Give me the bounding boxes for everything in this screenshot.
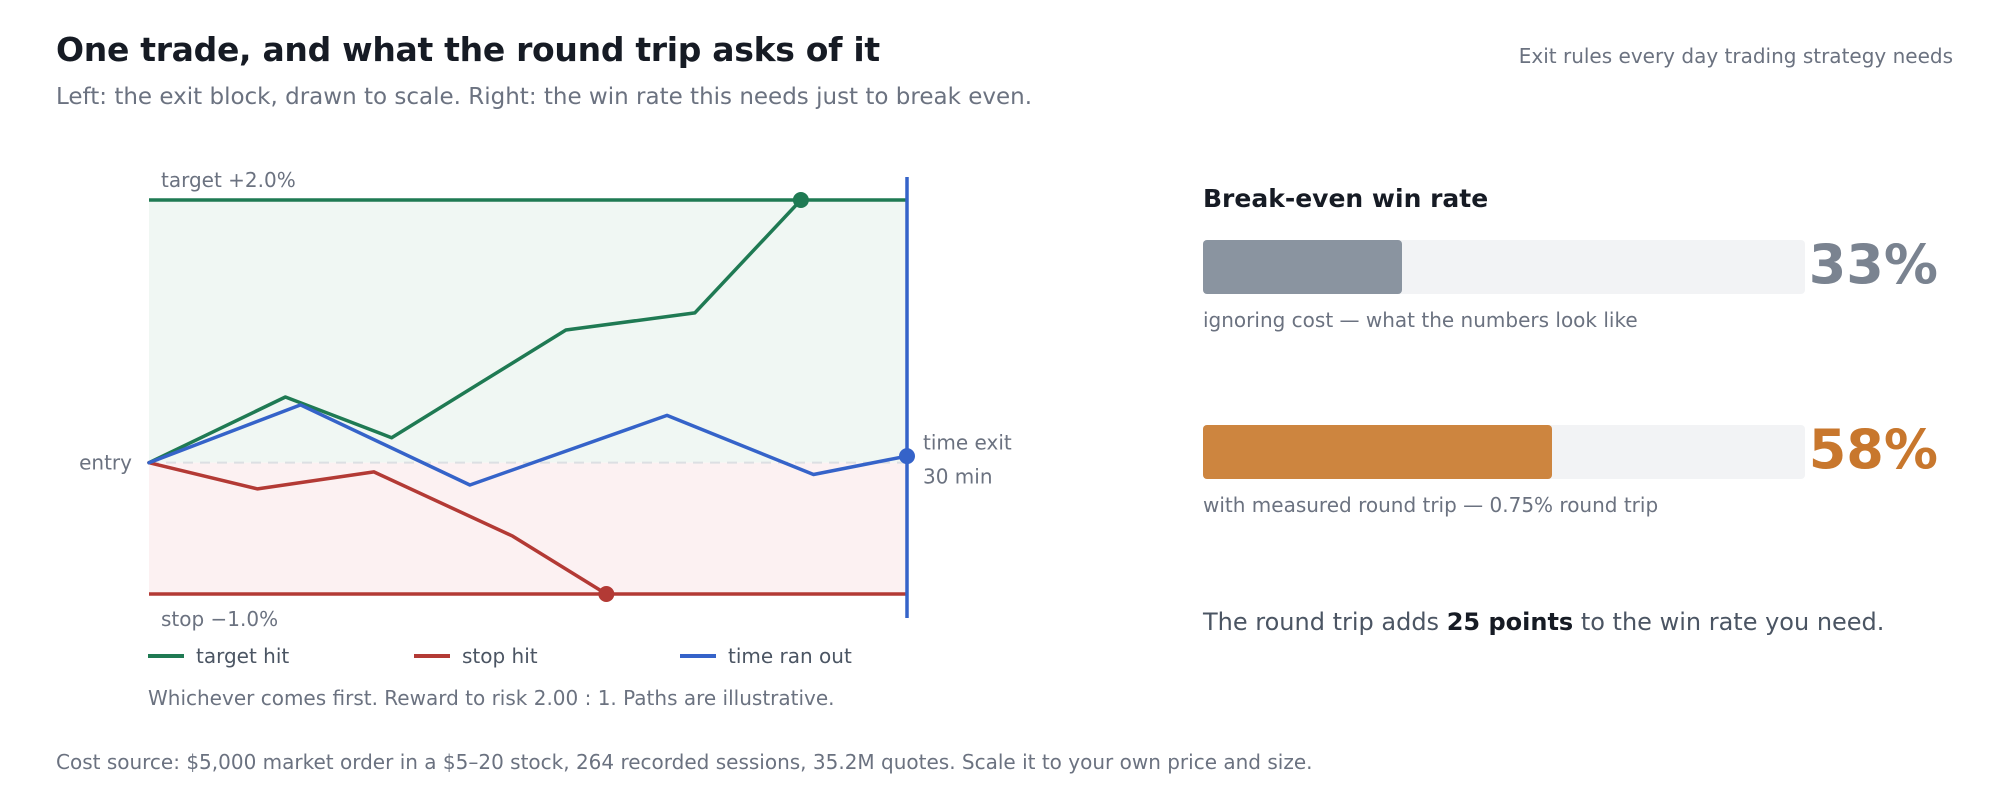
cost-source-note: Cost source: $5,000 market order in a $5…: [56, 750, 1313, 774]
target-level-label: target +2.0%: [161, 168, 296, 192]
page-subtitle: Left: the exit block, drawn to scale. Ri…: [56, 84, 1033, 110]
chart-legend: target hit stop hit time ran out: [148, 640, 948, 672]
bar-caption: with measured round trip — 0.75% round t…: [1203, 493, 1659, 517]
breakeven-summary: The round trip adds 25 points to the win…: [1203, 608, 1884, 636]
bar-value-label: 58%: [1808, 418, 1938, 481]
legend-swatch-target: [148, 654, 184, 658]
page-kicker: Exit rules every day trading strategy ne…: [1518, 44, 1953, 68]
entry-label: entry: [79, 451, 132, 475]
summary-suffix: to the win rate you need.: [1573, 608, 1885, 636]
legend-item-stop: stop hit: [414, 640, 538, 672]
legend-label-stop: stop hit: [462, 644, 538, 668]
legend-item-target: target hit: [148, 640, 289, 672]
stop-level-label: stop −1.0%: [161, 607, 278, 631]
series-line-stop-hit: [147, 460, 609, 596]
profit-zone: [149, 200, 907, 463]
legend-swatch-time: [680, 654, 716, 658]
bar-fill: [1203, 425, 1553, 479]
bar-track: [1203, 240, 1805, 294]
loss-zone: [149, 462, 907, 594]
bar-fill: [1203, 240, 1402, 294]
series-line-time-ran-out: [147, 403, 909, 487]
exit-point-target-hit: [792, 192, 809, 208]
chart-note: Whichever comes first. Reward to risk 2.…: [148, 686, 835, 710]
breakeven-heading: Break-even win rate: [1203, 184, 1489, 213]
summary-prefix: The round trip adds: [1203, 608, 1447, 636]
time-exit-duration-label: 30 min: [923, 465, 993, 489]
time-exit-label: time exit: [923, 431, 1012, 455]
legend-label-time: time ran out: [728, 644, 852, 668]
legend-swatch-stop: [414, 654, 450, 658]
exit-point-time-ran-out: [899, 448, 915, 465]
exit-point-stop-hit: [598, 586, 615, 602]
series-line-target-hit: [147, 198, 803, 465]
legend-label-target: target hit: [196, 644, 290, 668]
breakeven-panel: Break-even win rate 33% ignoring cost — …: [1203, 180, 1963, 650]
page-title: One trade, and what the round trip asks …: [56, 30, 880, 69]
bar-caption: ignoring cost — what the numbers look li…: [1203, 308, 1638, 332]
bar-track: [1203, 425, 1805, 479]
summary-highlight: 25 points: [1446, 608, 1574, 636]
legend-item-time: time ran out: [680, 640, 852, 672]
bar-value-label: 33%: [1808, 233, 1938, 296]
